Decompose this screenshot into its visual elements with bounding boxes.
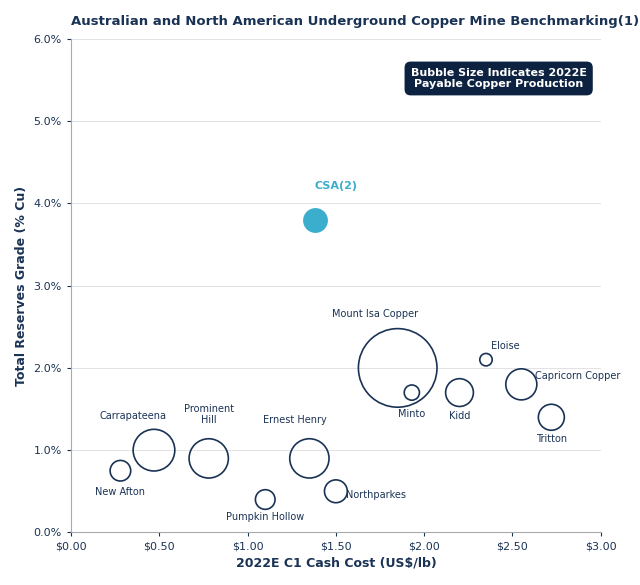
Text: Eloise: Eloise (492, 342, 520, 352)
Point (331, 487, 341, 496)
Point (454, 388, 465, 397)
Text: Northparkes: Northparkes (346, 490, 406, 500)
Text: Bubble Size Indicates 2022E
Payable Copper Production: Bubble Size Indicates 2022E Payable Copp… (411, 68, 587, 90)
Point (204, 454, 214, 463)
Text: Carrapateena: Carrapateena (99, 411, 166, 421)
Point (546, 412, 556, 422)
Text: Australian and North American Underground Copper Mine Benchmarking(1): Australian and North American Undergroun… (71, 15, 639, 28)
Point (304, 454, 314, 463)
Text: Minto: Minto (398, 409, 426, 419)
Text: Capricorn Copper: Capricorn Copper (536, 371, 621, 381)
Point (149, 446, 159, 455)
Point (392, 363, 403, 373)
Text: Tritton: Tritton (536, 433, 567, 443)
Point (481, 355, 491, 364)
Y-axis label: Total Reserves Grade (% Cu): Total Reserves Grade (% Cu) (15, 185, 28, 386)
X-axis label: 2022E C1 Cash Cost (US$/lb): 2022E C1 Cash Cost (US$/lb) (236, 557, 436, 570)
Text: CSA(2): CSA(2) (315, 181, 358, 191)
Text: Pumpkin Hollow: Pumpkin Hollow (226, 512, 305, 522)
Point (406, 388, 417, 397)
Text: Mount Isa Copper: Mount Isa Copper (332, 308, 418, 319)
Text: Prominent
Hill: Prominent Hill (184, 404, 234, 425)
Point (260, 495, 270, 504)
Text: Ernest Henry: Ernest Henry (264, 415, 327, 425)
Text: Kidd: Kidd (449, 411, 470, 421)
Point (115, 466, 125, 476)
Text: New Afton: New Afton (95, 487, 145, 497)
Point (310, 215, 320, 225)
Point (516, 380, 527, 389)
